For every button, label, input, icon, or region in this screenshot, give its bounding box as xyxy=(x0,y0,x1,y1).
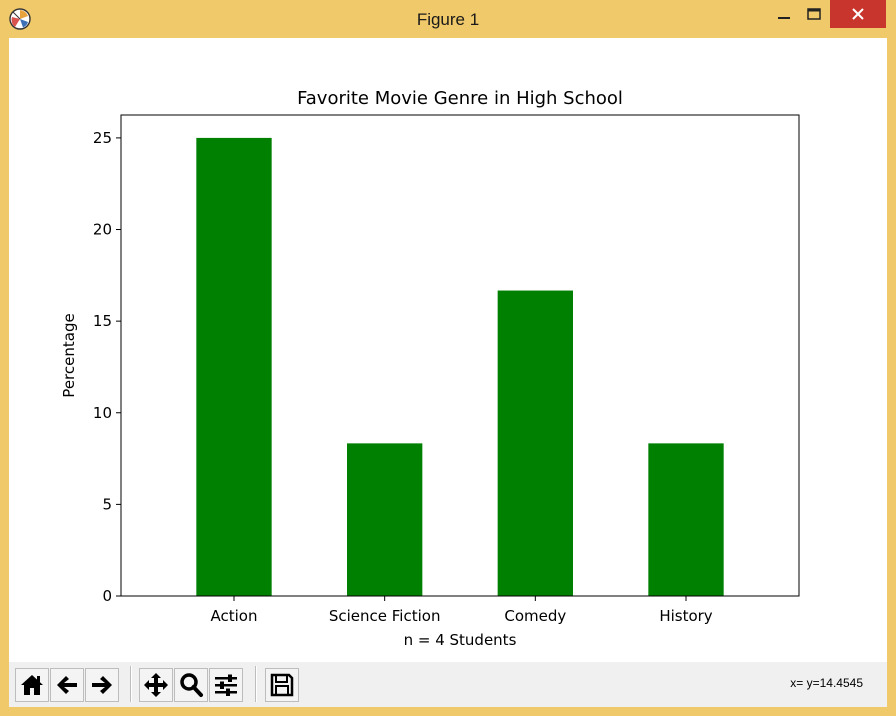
magnifier-icon xyxy=(180,673,203,697)
window-title: Figure 1 xyxy=(416,10,480,29)
bar-comedy xyxy=(497,290,573,596)
y-axis-label: Percentage xyxy=(60,313,78,397)
save-button[interactable] xyxy=(265,668,299,702)
chart-title: Favorite Movie Genre in High School xyxy=(297,88,623,109)
x-tick-label: History xyxy=(659,607,712,625)
x-tick-label: Action xyxy=(211,607,258,625)
maximize-icon xyxy=(807,8,821,20)
y-tick-label: 20 xyxy=(93,221,112,239)
arrow-right-icon xyxy=(92,676,112,694)
floppy-disk-icon xyxy=(270,673,294,697)
close-icon xyxy=(852,8,864,20)
y-tick-label: 0 xyxy=(102,587,112,605)
y-tick-label: 25 xyxy=(93,129,112,147)
back-button[interactable] xyxy=(50,668,84,702)
bar-chart[interactable]: 0 5 10 15 20 25 Action Science Fiction Comedy His… xyxy=(9,38,887,662)
figure-canvas-area: 0 5 10 15 20 25 Action Science Fiction Comedy His… xyxy=(9,38,887,707)
y-tick-label: 10 xyxy=(93,404,112,422)
bar-action xyxy=(196,137,272,596)
navigation-toolbar: x= y=14.4545 xyxy=(9,662,887,707)
home-icon xyxy=(21,675,43,695)
y-tick-label: 5 xyxy=(102,495,112,513)
title-bar[interactable]: Figure 1 xyxy=(0,0,896,38)
configure-subplots-button[interactable] xyxy=(209,668,243,702)
arrow-left-icon xyxy=(57,676,77,694)
forward-button[interactable] xyxy=(85,668,119,702)
move-icon xyxy=(144,673,168,697)
zoom-button[interactable] xyxy=(174,668,208,702)
pan-button[interactable] xyxy=(139,668,173,702)
toolbar-separator xyxy=(130,666,132,702)
maximize-button[interactable] xyxy=(800,0,828,28)
minimize-icon xyxy=(778,17,790,19)
bar-history xyxy=(648,443,724,596)
bar-science-fiction xyxy=(347,443,423,596)
x-axis-label: n = 4 Students xyxy=(404,631,517,649)
matplotlib-app-icon xyxy=(9,8,31,30)
cursor-coordinates: x= y=14.4545 xyxy=(790,676,863,690)
home-button[interactable] xyxy=(15,668,49,702)
axes-frame xyxy=(120,114,800,597)
sliders-icon xyxy=(215,674,237,696)
close-button[interactable] xyxy=(830,0,886,28)
x-tick-label: Science Fiction xyxy=(329,607,441,625)
toolbar-separator xyxy=(255,666,257,702)
x-tick-label: Comedy xyxy=(504,607,566,625)
coords-text: x= y=14.4545 xyxy=(790,676,863,690)
y-tick-label: 15 xyxy=(93,312,112,330)
minimize-button[interactable] xyxy=(768,0,800,28)
